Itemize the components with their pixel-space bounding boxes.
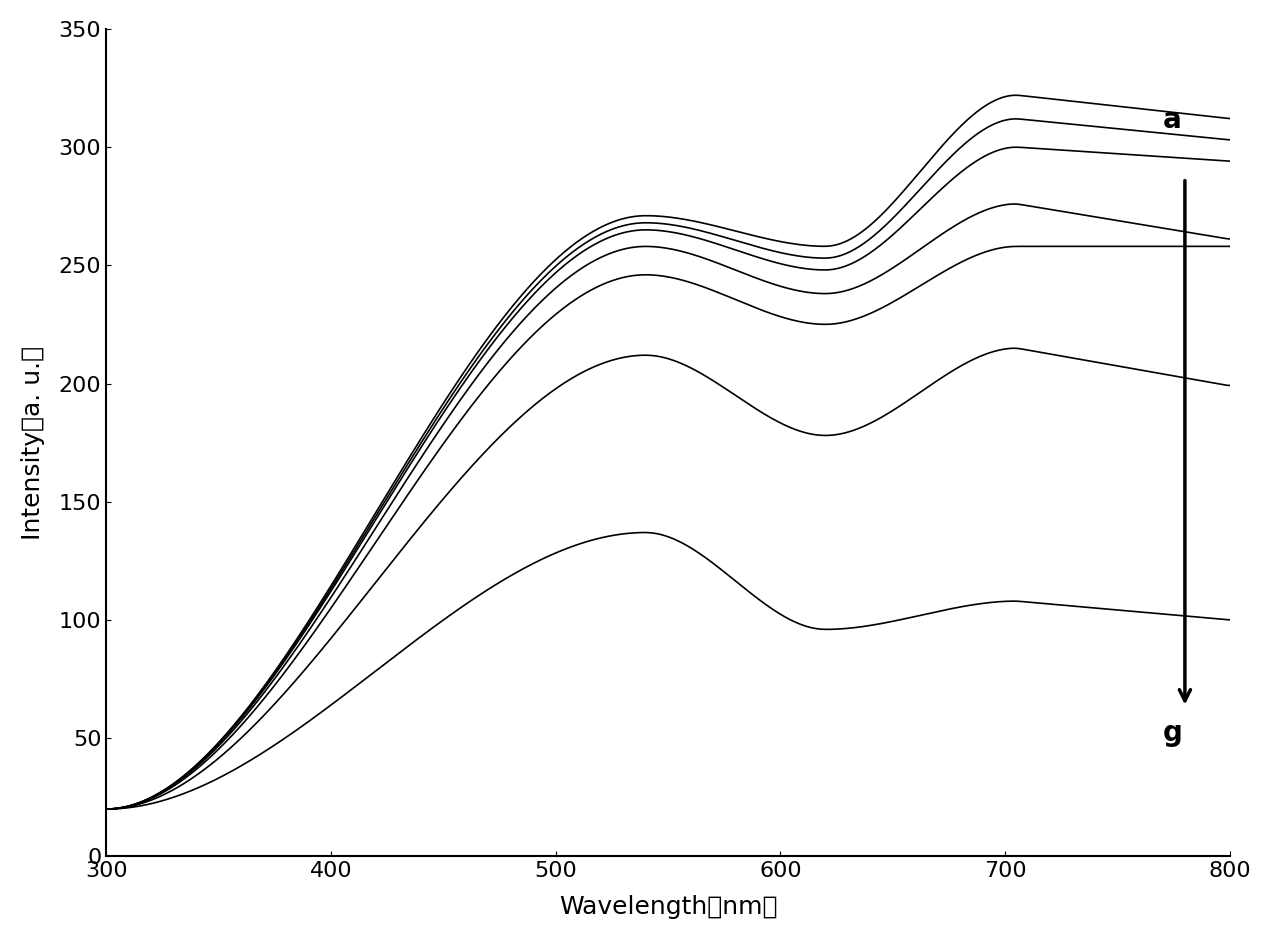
Y-axis label: Intensity（a. u.）: Intensity（a. u.） bbox=[20, 346, 45, 540]
Text: a: a bbox=[1163, 106, 1182, 134]
Text: g: g bbox=[1163, 718, 1182, 746]
X-axis label: Wavelength（nm）: Wavelength（nm） bbox=[558, 895, 777, 919]
